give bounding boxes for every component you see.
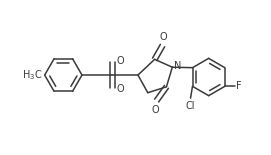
Text: H$_3$C: H$_3$C [22,68,43,82]
Text: N: N [174,61,182,71]
Text: O: O [116,56,124,66]
Text: O: O [116,84,124,94]
Text: O: O [160,32,167,42]
Text: O: O [152,104,159,115]
Text: Cl: Cl [186,101,195,111]
Text: F: F [235,81,241,91]
